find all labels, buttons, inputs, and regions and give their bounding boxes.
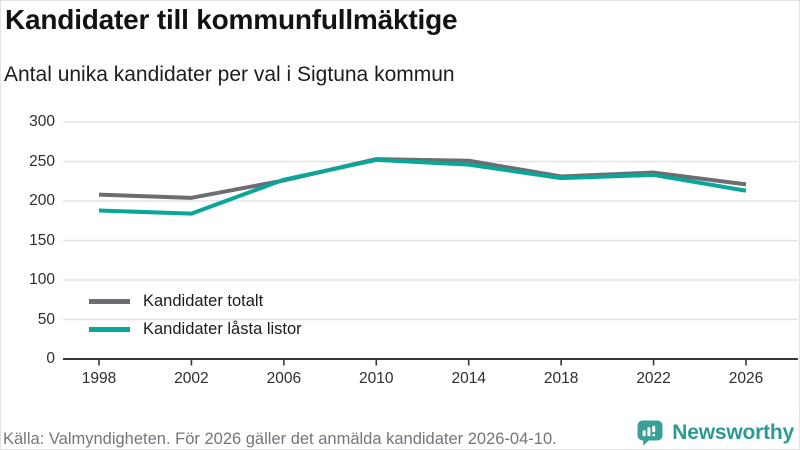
chart-subtitle: Antal unika kandidater per val i Sigtuna… [4,63,455,86]
legend-item-kandidater-lasta-listor: Kandidater låsta listor [89,320,302,339]
x-axis-label: 2006 [266,370,302,387]
y-axis-label: 100 [29,271,55,288]
newsworthy-wordmark: Newsworthy [672,421,794,444]
legend-swatch-lasta-listor [89,327,130,332]
chart-title: Kandidater till kommunfullmäktige [5,4,458,35]
y-axis-label: 250 [29,152,55,170]
legend: Kandidater totalt Kandidater låsta listo… [89,292,302,339]
x-axis-label: 2014 [451,370,486,387]
source-note: Källa: Valmyndigheten. För 2026 gäller d… [3,430,557,448]
series-line-kandidater-lasta-listor [98,157,747,216]
y-axis-label: 150 [29,231,55,249]
legend-swatch-totalt [89,299,130,304]
x-axis-label: 2002 [174,370,209,387]
series-line-kandidater-totalt [98,157,747,200]
x-axis-label: 2010 [359,370,394,387]
y-axis-label: 300 [29,113,55,130]
x-axis-label: 2018 [543,370,579,387]
legend-label-totalt: Kandidater totalt [143,292,264,310]
y-axis-label: 50 [37,310,55,328]
y-axis-label: 200 [29,192,55,209]
x-axis-label: 2026 [728,370,764,387]
legend-label-lasta-listor: Kandidater låsta listor [143,320,302,338]
y-axis-label: 0 [46,350,55,367]
newsworthy-icon [637,420,663,446]
newsworthy-logo[interactable]: Newsworthy [635,418,794,448]
x-axis-label: 1998 [81,370,117,387]
x-axis-label: 2022 [636,370,671,387]
legend-item-kandidater-totalt: Kandidater totalt [89,292,302,311]
